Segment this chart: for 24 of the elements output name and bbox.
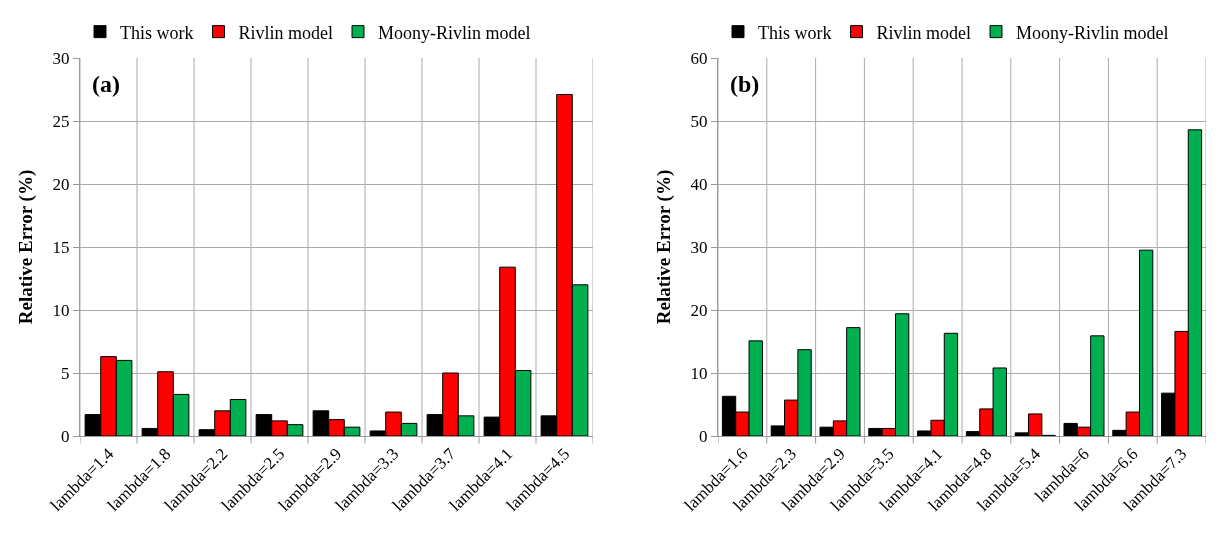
legend-label: Rivlin model <box>876 22 971 43</box>
y-tick-label: 20 <box>690 300 708 320</box>
annotation: (b) <box>730 71 760 97</box>
y-tick-label: 30 <box>52 48 70 68</box>
y-tick-label: 0 <box>699 426 708 446</box>
y-tick-label: 10 <box>690 363 708 383</box>
legend-label: Moony-Rivlin model <box>1016 22 1169 43</box>
y-tick-label: 60 <box>690 48 708 68</box>
y-tick-label: 30 <box>690 237 708 257</box>
legend-label: Rivlin model <box>238 22 333 43</box>
y-tick-label: 25 <box>52 111 70 131</box>
y-axis-title: Relative Error (%) <box>15 169 37 325</box>
y-tick-label: 10 <box>52 300 70 320</box>
y-tick-label: 0 <box>61 426 70 446</box>
y-tick-label: 20 <box>52 174 70 194</box>
legend-label: This work <box>758 22 832 43</box>
legend-label: Moony-Rivlin model <box>378 22 531 43</box>
y-axis-title: Relative Error (%) <box>653 169 675 325</box>
legend-label: This work <box>120 22 194 43</box>
y-tick-label: 5 <box>61 363 70 383</box>
y-tick-label: 15 <box>52 237 70 257</box>
y-tick-label: 50 <box>690 111 708 131</box>
annotation: (a) <box>92 71 120 97</box>
y-tick-label: 40 <box>690 174 708 194</box>
